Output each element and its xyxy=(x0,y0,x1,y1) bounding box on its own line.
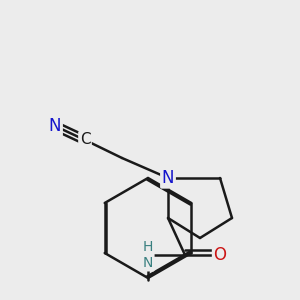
Text: N: N xyxy=(162,169,174,187)
Text: O: O xyxy=(214,246,226,264)
Text: H
N: H N xyxy=(143,240,153,270)
Text: N: N xyxy=(49,117,61,135)
Text: C: C xyxy=(80,133,90,148)
